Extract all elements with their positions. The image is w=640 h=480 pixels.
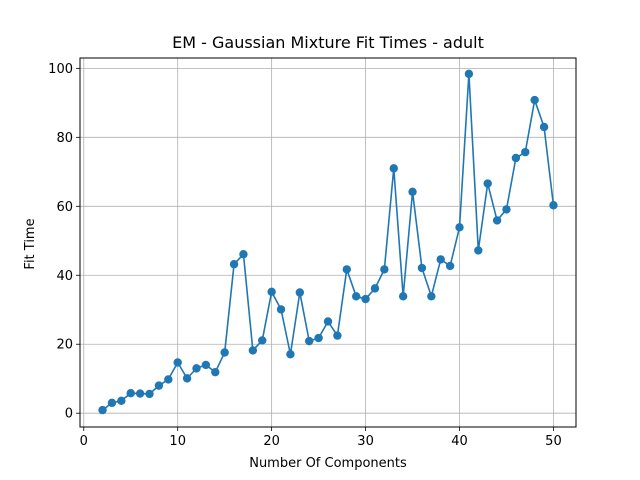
data-point [295,288,305,297]
data-point [521,147,530,157]
data-point [286,350,295,359]
data-point [211,367,220,377]
data-point [549,201,558,210]
data-point [333,331,342,340]
data-point [201,360,211,370]
data-point [342,265,351,274]
y-tick-label: 60 [56,200,73,215]
data-point [436,255,445,264]
data-point [474,246,483,255]
data-point [539,122,549,132]
data-point [351,292,361,301]
y-tick-label: 40 [56,269,73,284]
data-point [258,336,267,345]
data-point [154,381,164,390]
data-point [502,205,511,214]
data-point [107,398,117,408]
data-point [380,265,389,274]
data-point [145,389,154,399]
data-point [398,292,408,301]
data-point [370,284,380,293]
x-tick-label: 10 [169,434,186,449]
y-axis-label: Fit Time [23,218,38,269]
data-point [417,263,427,273]
data-point [248,346,258,355]
data-point [314,333,323,343]
x-tick-label: 40 [451,434,468,449]
data-point [182,374,192,383]
data-point [117,396,126,405]
data-point [126,389,135,398]
data-point [464,69,474,79]
plot-frame [79,57,577,428]
x-tick-label: 0 [80,434,88,449]
data-point [323,317,333,326]
x-axis-label: Number Of Components [249,456,407,471]
data-point [220,348,229,357]
data-point [492,216,502,225]
data-point [267,287,276,297]
y-tick-label: 100 [48,62,73,77]
chart-title: EM - Gaussian Mixture Fit Times - adult [172,33,484,52]
data-point [361,294,370,304]
data-point [173,358,182,367]
x-axis-ticks: 0 10 20 30 40 50 [80,427,562,449]
y-tick-label: 80 [56,131,73,146]
data-point [135,389,145,398]
x-tick-label: 20 [263,434,280,449]
data-point [164,375,173,384]
data-point [408,187,417,197]
data-point [389,164,398,173]
data-point [427,292,436,301]
data-point [276,305,286,314]
x-tick-label: 50 [545,434,562,449]
series-fit-time [98,69,558,415]
y-tick-label: 0 [65,407,73,422]
data-point [530,95,539,105]
data-point [192,364,201,373]
data-point [445,261,455,271]
x-tick-label: 30 [357,434,374,449]
data-point [305,336,314,346]
data-point [455,223,464,232]
data-point [98,405,107,415]
y-tick-label: 20 [56,338,73,353]
data-point [239,250,248,259]
data-point [511,153,521,163]
data-point [229,260,239,269]
y-axis-ticks: 0 20 40 60 80 100 [48,62,80,422]
data-point [483,179,492,188]
